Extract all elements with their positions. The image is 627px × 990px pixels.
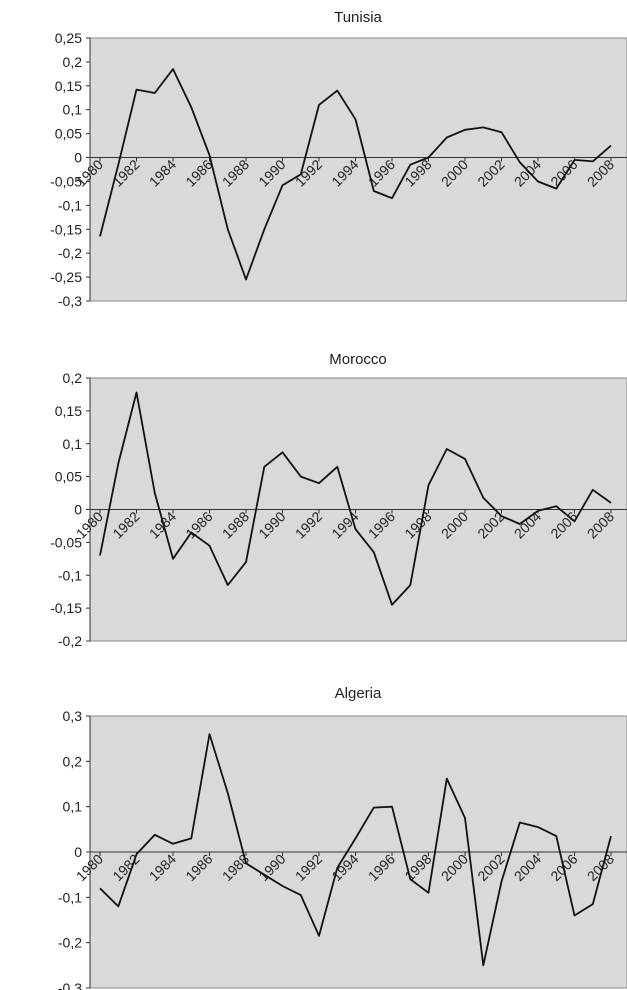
y-tick-label: 0,05: [55, 469, 82, 485]
series-line: [99, 68, 612, 281]
y-tick-label: 0,15: [55, 403, 82, 419]
chart-title: Algeria: [335, 685, 382, 702]
y-tick-label: 0,2: [63, 753, 83, 769]
y-tick-label: 0,2: [63, 370, 83, 386]
y-tick-label: 0,1: [63, 102, 83, 118]
series-line: [99, 391, 612, 606]
y-tick-label: -0,1: [58, 889, 82, 905]
y-tick-label: 0: [74, 150, 82, 166]
y-tick-label: -0,2: [58, 633, 82, 649]
y-tick-label: -0,2: [58, 245, 82, 261]
y-tick-label: 0,15: [55, 78, 82, 94]
y-tick-label: -0,2: [58, 935, 82, 951]
y-tick-label: -0,1: [58, 567, 82, 583]
y-tick-label: 0,3: [63, 708, 83, 724]
y-tick-label: -0,3: [58, 980, 82, 990]
y-tick-label: 0,05: [55, 126, 82, 142]
tunisia-chart: Tunisia 0,25 0,2 0,15 0,1 0,05 0 -0,05 -0,1 -0,15…: [50, 9, 627, 309]
chart-title: Morocco: [329, 351, 387, 368]
y-tick-label: -0,1: [58, 197, 82, 213]
y-tick-label: -0,15: [50, 221, 82, 237]
y-tick-label: -0,05: [50, 534, 82, 550]
y-tick-label: 0: [74, 844, 82, 860]
series-line: [99, 733, 612, 967]
y-tick-label: 0,25: [55, 30, 82, 46]
y-tick-label: 0: [74, 502, 82, 518]
y-tick-label: 0,1: [63, 436, 83, 452]
y-tick-label: -0,3: [58, 293, 82, 309]
chart-title: Tunisia: [334, 9, 382, 26]
y-tick-label: -0,15: [50, 600, 82, 616]
y-tick-label: 0,2: [63, 54, 83, 70]
y-tick-label: 0,1: [63, 799, 83, 815]
morocco-chart: Morocco 0,2 0,15 0,1 0,05 0 -0,05 -0,1 -0,15 -0,2…: [50, 351, 627, 649]
y-tick-label: -0,05: [50, 173, 82, 189]
y-tick-label: -0,25: [50, 269, 82, 285]
